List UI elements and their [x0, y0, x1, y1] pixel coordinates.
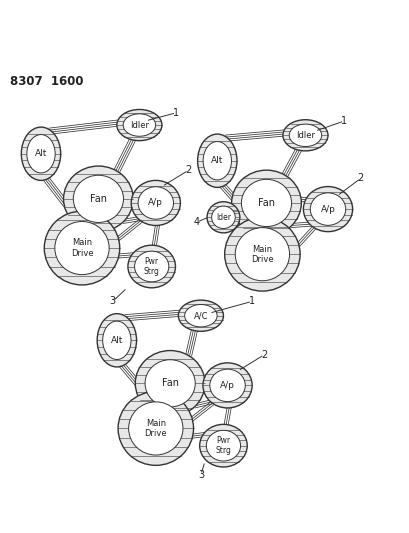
Text: 1: 1: [173, 108, 179, 118]
Ellipse shape: [231, 170, 301, 236]
Text: 3: 3: [198, 470, 203, 480]
Text: Main
Drive: Main Drive: [250, 245, 273, 264]
Ellipse shape: [199, 424, 247, 467]
Text: Ider: Ider: [216, 213, 230, 222]
Ellipse shape: [21, 127, 61, 180]
Ellipse shape: [197, 134, 236, 188]
Text: Idler: Idler: [130, 120, 148, 130]
Ellipse shape: [145, 360, 195, 407]
Text: 1: 1: [341, 116, 346, 126]
Text: Alt: Alt: [35, 149, 47, 158]
Ellipse shape: [202, 363, 252, 408]
Ellipse shape: [102, 321, 131, 359]
Ellipse shape: [73, 175, 123, 222]
Ellipse shape: [128, 245, 175, 288]
Ellipse shape: [224, 217, 299, 291]
Ellipse shape: [178, 300, 223, 332]
Ellipse shape: [135, 351, 204, 416]
Ellipse shape: [27, 134, 55, 173]
Text: Pwr
Strg: Pwr Strg: [144, 257, 159, 276]
Text: Fan: Fan: [90, 194, 107, 204]
Ellipse shape: [97, 313, 136, 367]
Ellipse shape: [44, 211, 119, 285]
Text: Main
Drive: Main Drive: [70, 238, 93, 258]
Ellipse shape: [55, 222, 109, 274]
Ellipse shape: [288, 124, 321, 147]
Text: 8307  1600: 8307 1600: [10, 75, 83, 87]
Text: Main
Drive: Main Drive: [144, 419, 167, 438]
Text: Fan: Fan: [257, 198, 274, 208]
Text: Fan: Fan: [161, 378, 178, 389]
Text: A/C: A/C: [193, 311, 208, 320]
Ellipse shape: [207, 201, 239, 233]
Ellipse shape: [202, 142, 231, 180]
Ellipse shape: [310, 193, 345, 225]
Ellipse shape: [235, 228, 289, 281]
Text: 4: 4: [193, 217, 199, 227]
Text: Alt: Alt: [211, 156, 223, 165]
Ellipse shape: [63, 166, 133, 232]
Text: 3: 3: [110, 296, 115, 306]
Text: 2: 2: [185, 165, 191, 175]
Ellipse shape: [128, 402, 182, 455]
Ellipse shape: [117, 109, 162, 141]
Text: A/p: A/p: [148, 198, 163, 207]
Ellipse shape: [131, 180, 180, 225]
Text: A/p: A/p: [320, 205, 335, 214]
Ellipse shape: [241, 179, 291, 227]
Ellipse shape: [134, 251, 169, 282]
Ellipse shape: [206, 430, 240, 461]
Text: A/p: A/p: [220, 381, 234, 390]
Text: 1: 1: [249, 296, 254, 306]
Ellipse shape: [209, 369, 245, 402]
Ellipse shape: [138, 187, 173, 219]
Ellipse shape: [282, 120, 327, 151]
Ellipse shape: [184, 304, 217, 327]
Text: 2: 2: [357, 173, 363, 183]
Text: Idler: Idler: [295, 131, 314, 140]
Text: 2: 2: [261, 350, 267, 360]
Ellipse shape: [123, 114, 155, 136]
Text: Alt: Alt: [110, 336, 123, 345]
Ellipse shape: [118, 392, 193, 465]
Text: Pwr
Strg: Pwr Strg: [215, 436, 231, 455]
Ellipse shape: [211, 206, 235, 229]
Ellipse shape: [303, 187, 352, 232]
